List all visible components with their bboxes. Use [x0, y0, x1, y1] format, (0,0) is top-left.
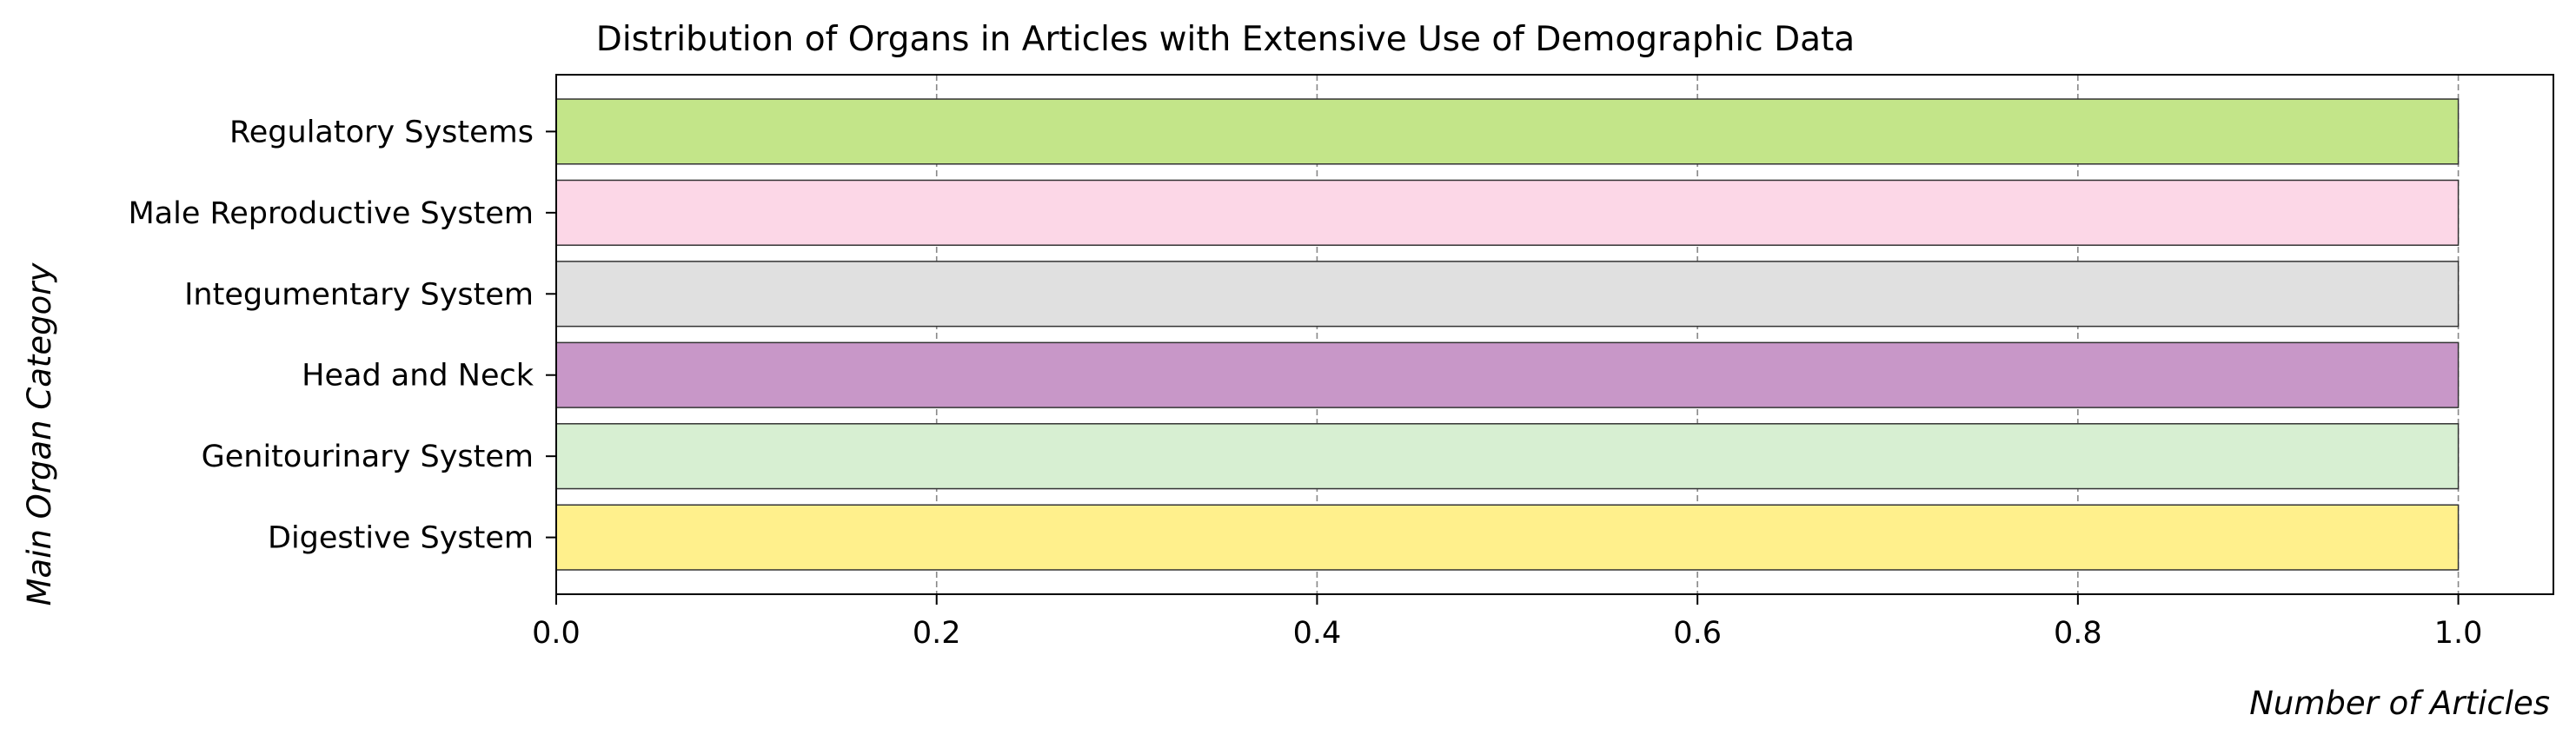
x-tick-label: 0.4: [1293, 616, 1342, 651]
y-tick-label: Male Reproductive System: [128, 196, 534, 231]
y-tick-label: Regulatory Systems: [229, 115, 534, 149]
chart-title: Distribution of Organs in Articles with …: [596, 20, 1855, 59]
x-tick-label: 1.0: [2434, 616, 2483, 651]
bar: [555, 504, 2460, 571]
x-axis-label: Number of Articles: [2249, 685, 2550, 722]
y-tick-label: Integumentary System: [184, 277, 534, 312]
bar: [555, 341, 2460, 408]
y-axis-label: Main Organ Category: [21, 261, 58, 606]
y-tick-label: Head and Neck: [302, 359, 534, 394]
plot-frame: [555, 74, 2554, 595]
x-tick-label: 0.2: [913, 616, 961, 651]
x-tick-label: 0.0: [532, 616, 581, 651]
bars: [555, 98, 2460, 571]
x-tick-label: 0.8: [2054, 616, 2102, 651]
x-tick-label: 0.6: [1673, 616, 1722, 651]
bar: [555, 261, 2460, 328]
y-tick-label: Digestive System: [268, 521, 534, 556]
y-tick-label: Genitourinary System: [202, 440, 534, 474]
bar: [555, 423, 2460, 490]
axis-ticks: 0.0 0.2 0.4 0.6 0.8 1.0 Digestive System Genito…: [128, 115, 2482, 651]
bar: [555, 179, 2460, 246]
bar: [555, 98, 2460, 165]
